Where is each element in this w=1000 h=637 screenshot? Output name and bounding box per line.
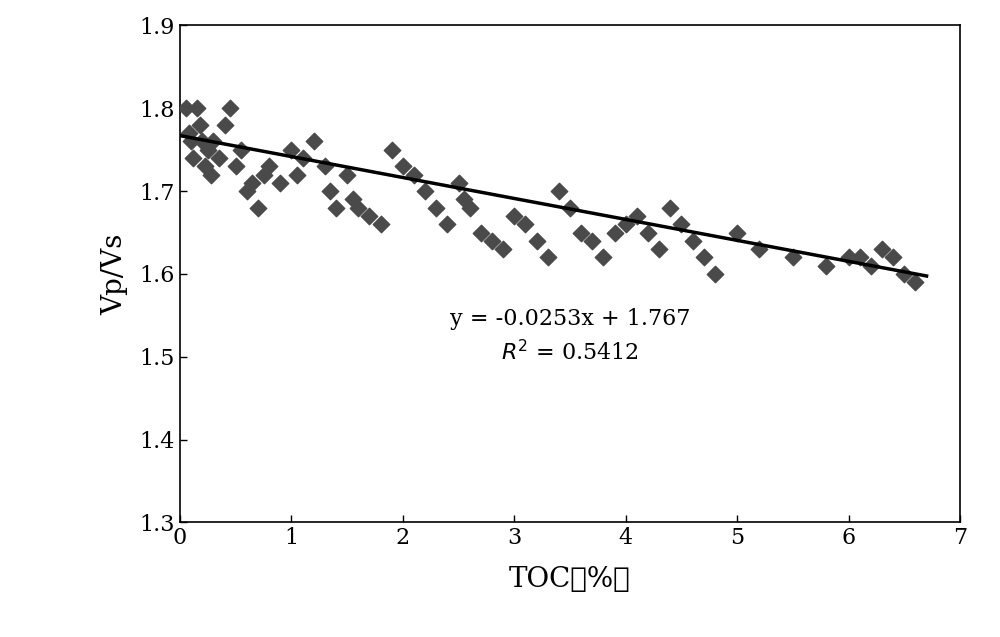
- Point: [200, 145, 216, 155]
- Point: [785, 252, 801, 262]
- Point: [562, 203, 578, 213]
- Y-axis label: Vp/Vs: Vp/Vs: [102, 233, 129, 315]
- Point: [473, 227, 489, 238]
- Point: [874, 244, 890, 254]
- Point: [729, 227, 745, 238]
- Point: [306, 136, 322, 147]
- Point: [685, 236, 701, 246]
- Point: [261, 161, 277, 171]
- Point: [289, 169, 305, 180]
- Point: [896, 269, 912, 279]
- Point: [256, 169, 272, 180]
- Point: [595, 252, 611, 262]
- Point: [395, 161, 411, 171]
- Point: [629, 211, 645, 221]
- Point: [640, 227, 656, 238]
- Point: [373, 219, 389, 229]
- Point: [907, 277, 923, 287]
- Point: [707, 269, 723, 279]
- Point: [189, 103, 205, 113]
- Point: [384, 145, 400, 155]
- Point: [417, 186, 433, 196]
- Text: y = -0.0253x + 1.767: y = -0.0253x + 1.767: [450, 308, 690, 331]
- Point: [573, 227, 589, 238]
- X-axis label: TOC（%）: TOC（%）: [509, 566, 631, 593]
- Point: [551, 186, 567, 196]
- Point: [428, 203, 444, 213]
- Point: [607, 227, 623, 238]
- Point: [540, 252, 556, 262]
- Point: [345, 194, 361, 204]
- Point: [462, 203, 478, 213]
- Point: [197, 161, 213, 171]
- Point: [484, 236, 500, 246]
- Point: [751, 244, 767, 254]
- Point: [818, 261, 834, 271]
- Point: [192, 120, 208, 130]
- Point: [211, 153, 227, 163]
- Point: [584, 236, 600, 246]
- Point: [222, 103, 238, 113]
- Point: [841, 252, 857, 262]
- Point: [203, 169, 219, 180]
- Point: [283, 145, 299, 155]
- Point: [361, 211, 377, 221]
- Point: [696, 252, 712, 262]
- Point: [233, 145, 249, 155]
- Point: [181, 128, 197, 138]
- Point: [651, 244, 667, 254]
- Point: [662, 203, 678, 213]
- Point: [317, 161, 333, 171]
- Point: [673, 219, 689, 229]
- Point: [322, 186, 338, 196]
- Point: [456, 194, 472, 204]
- Point: [517, 219, 533, 229]
- Text: $R^2$ = 0.5412: $R^2$ = 0.5412: [501, 340, 639, 365]
- Point: [439, 219, 455, 229]
- Point: [618, 219, 634, 229]
- Point: [194, 136, 210, 147]
- Point: [239, 186, 255, 196]
- Point: [272, 178, 288, 188]
- Point: [185, 153, 201, 163]
- Point: [183, 136, 199, 147]
- Point: [529, 236, 545, 246]
- Point: [244, 178, 260, 188]
- Point: [328, 203, 344, 213]
- Point: [506, 211, 522, 221]
- Point: [178, 103, 194, 113]
- Point: [863, 261, 879, 271]
- Point: [852, 252, 868, 262]
- Point: [495, 244, 511, 254]
- Point: [217, 120, 233, 130]
- Point: [250, 203, 266, 213]
- Point: [406, 169, 422, 180]
- Point: [451, 178, 467, 188]
- Point: [205, 136, 221, 147]
- Point: [228, 161, 244, 171]
- Point: [885, 252, 901, 262]
- Point: [350, 203, 366, 213]
- Point: [295, 153, 311, 163]
- Point: [339, 169, 355, 180]
